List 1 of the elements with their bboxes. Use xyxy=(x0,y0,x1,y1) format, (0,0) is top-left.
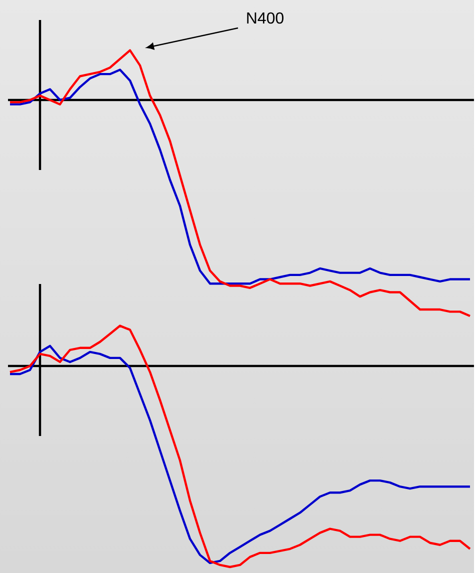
text: N400 xyxy=(247,12,284,24)
